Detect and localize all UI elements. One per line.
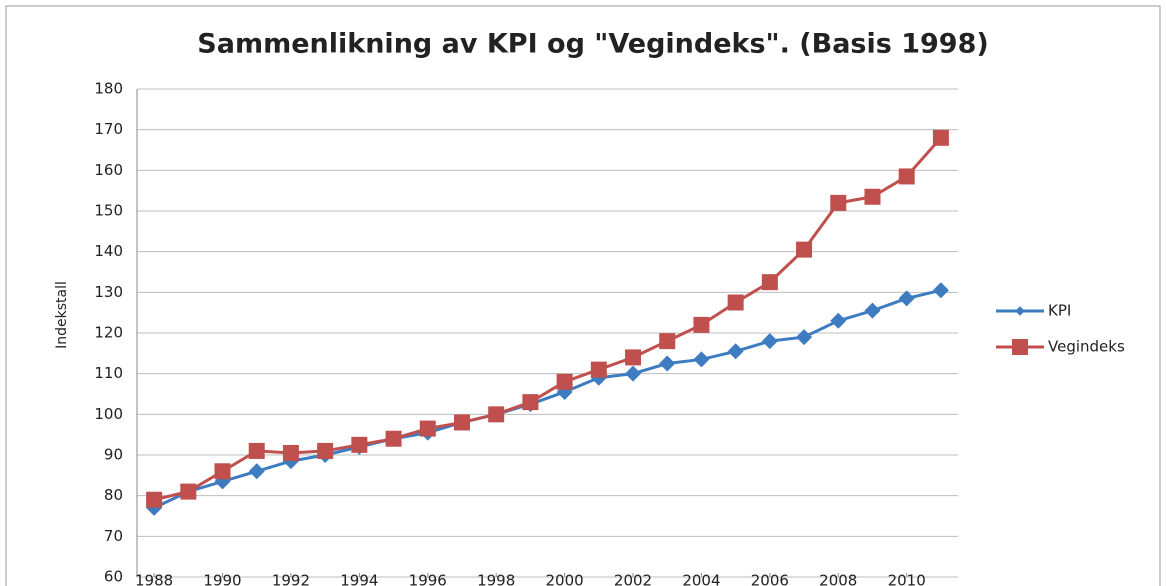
x-tick-label: 2008 — [819, 572, 857, 586]
chart-title: Sammenlikning av KPI og "Vegindeks". (Ba… — [197, 29, 988, 60]
y-tick-label: 180 — [94, 80, 123, 98]
legend-label: Vegindeks — [1048, 338, 1125, 356]
legend-marker — [1012, 339, 1028, 355]
marker — [830, 194, 847, 211]
marker — [556, 373, 573, 390]
marker — [659, 333, 676, 350]
marker — [898, 168, 915, 185]
y-tick-label: 170 — [94, 120, 123, 138]
marker — [864, 302, 881, 319]
marker — [488, 406, 505, 423]
marker — [864, 188, 881, 205]
x-tick-label: 1988 — [135, 572, 173, 586]
marker — [761, 333, 778, 350]
x-tick-label: 2010 — [888, 572, 926, 586]
marker — [693, 316, 710, 333]
y-tick-label: 70 — [104, 527, 123, 545]
marker — [180, 483, 197, 500]
y-tick-label: 140 — [94, 242, 123, 260]
marker — [796, 329, 813, 346]
marker — [419, 420, 436, 437]
marker — [282, 444, 299, 461]
marker — [522, 394, 539, 411]
x-tick-label: 2004 — [682, 572, 720, 586]
marker — [693, 351, 710, 368]
y-tick-label: 160 — [94, 161, 123, 179]
marker — [932, 129, 949, 146]
marker — [830, 312, 847, 329]
marker — [932, 282, 949, 299]
marker — [317, 442, 334, 459]
marker — [625, 349, 642, 366]
marker — [761, 274, 778, 291]
y-tick-label: 60 — [104, 568, 123, 586]
marker — [146, 491, 163, 508]
marker — [659, 355, 676, 372]
x-tick-label: 1994 — [340, 572, 378, 586]
y-tick-label: 150 — [94, 202, 123, 220]
x-tick-label: 2006 — [751, 572, 789, 586]
marker — [796, 241, 813, 258]
y-tick-label: 100 — [94, 405, 123, 423]
y-tick-label: 120 — [94, 324, 123, 342]
marker — [727, 294, 744, 311]
y-tick-label: 130 — [94, 283, 123, 301]
marker — [727, 343, 744, 360]
marker — [248, 463, 265, 480]
marker — [351, 436, 368, 453]
marker — [898, 290, 915, 307]
legend-label: KPI — [1048, 302, 1071, 320]
y-tick-label: 110 — [94, 364, 123, 382]
x-tick-label: 1990 — [203, 572, 241, 586]
x-tick-label: 1996 — [409, 572, 447, 586]
marker — [625, 365, 642, 382]
y-tick-label: 90 — [104, 446, 123, 464]
x-tick-label: 1992 — [272, 572, 310, 586]
chart-frame — [5, 5, 1161, 586]
marker — [590, 361, 607, 378]
y-tick-label: 80 — [104, 486, 123, 504]
marker — [453, 414, 470, 431]
x-tick-label: 2000 — [546, 572, 584, 586]
marker — [214, 463, 231, 480]
marker — [248, 442, 265, 459]
x-tick-label: 2002 — [614, 572, 652, 586]
y-axis-label: Indekstall — [54, 281, 70, 349]
x-tick-label: 1998 — [477, 572, 515, 586]
marker — [385, 430, 402, 447]
